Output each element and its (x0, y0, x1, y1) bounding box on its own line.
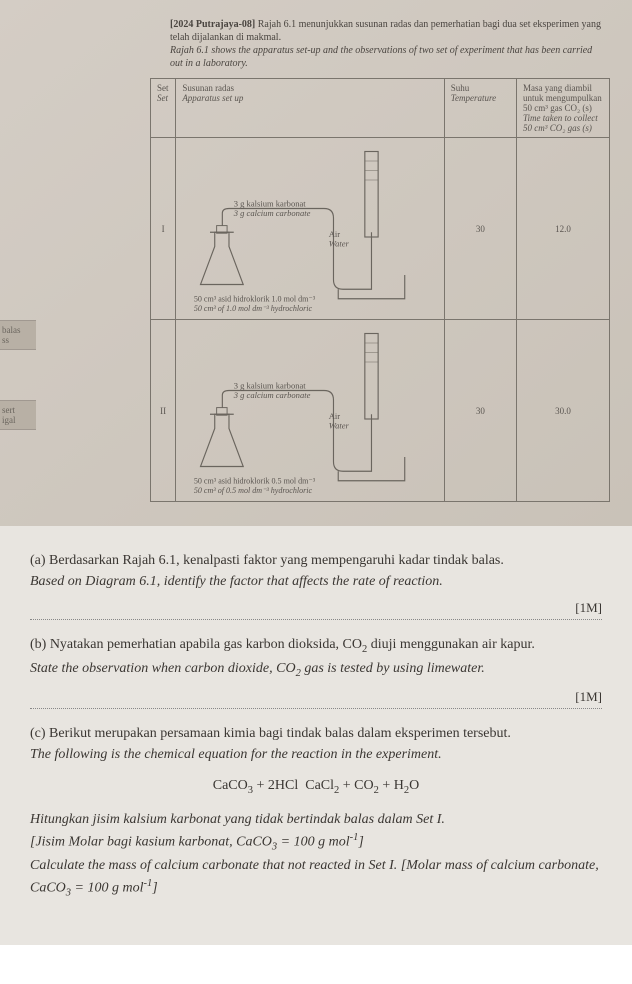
question-a-ms: (a) Berdasarkan Rajah 6.1, kenalpasti fa… (30, 550, 602, 571)
question-b: (b) Nyatakan pemerhatian apabila gas kar… (30, 634, 602, 709)
question-ref: [2024 Putrajaya-08] (170, 19, 255, 30)
question-header: [2024 Putrajaya-08] Rajah 6.1 menunjukka… (60, 18, 602, 70)
mark-label: [1M] (575, 598, 602, 618)
question-c-ms1: (c) Berikut merupakan persamaan kimia ba… (30, 723, 602, 744)
question-c: (c) Berikut merupakan persamaan kimia ba… (30, 723, 602, 901)
page-side-tab: balas ss (0, 320, 36, 350)
cell-apparatus-1: 3 g kalsium karbonat 3 g calcium carbona… (176, 138, 444, 320)
cell-temp-2: 30 (444, 320, 516, 502)
cell-set-1: I (151, 138, 176, 320)
svg-text:Water: Water (329, 421, 350, 431)
svg-text:Air: Air (329, 411, 341, 421)
th-apparatus: Susunan radas Apparatus set up (176, 79, 444, 138)
th-mass: Masa yang diambil untuk mengumpulkan 50 … (517, 79, 610, 138)
question-a: (a) Berdasarkan Rajah 6.1, kenalpasti fa… (30, 550, 602, 620)
question-c-en2: Calculate the mass of calcium carbonate … (30, 855, 602, 901)
apparatus-diagram-icon: 3 g kalsium karbonat 3 g calcium carbona… (182, 324, 437, 495)
th-set: Set Set (151, 79, 176, 138)
apparatus-diagram-icon: 3 g kalsium karbonat 3 g calcium carbona… (182, 142, 437, 313)
svg-text:50 cm³ asid hidroklorik 1.0 mo: 50 cm³ asid hidroklorik 1.0 mol dm⁻³ (194, 295, 316, 304)
table-row: I 3 g kalsium karbon (151, 138, 610, 320)
th-temperature: Suhu Temperature (444, 79, 516, 138)
scanned-page-top: [2024 Putrajaya-08] Rajah 6.1 menunjukka… (0, 0, 632, 526)
mark-label: [1M] (575, 687, 602, 707)
cell-set-2: II (151, 320, 176, 502)
question-b-ms: (b) Nyatakan pemerhatian apabila gas kar… (30, 634, 602, 658)
answer-line: [1M] (30, 691, 602, 709)
table-row: II 3 g kalsium karbonat 3 g calcium carb… (151, 320, 610, 502)
svg-text:3 g kalsium karbonat: 3 g kalsium karbonat (234, 381, 307, 391)
question-b-en: State the observation when carbon dioxid… (30, 658, 602, 682)
question-c-en1: The following is the chemical equation f… (30, 744, 602, 765)
chemical-equation: CaCO3 + 2HCl CaCl2 + CO2 + H2O (30, 775, 602, 799)
svg-text:Water: Water (329, 239, 350, 249)
cell-mass-1: 12.0 (517, 138, 610, 320)
svg-text:50 cm³ of 0.5 mol dm⁻³ hydroch: 50 cm³ of 0.5 mol dm⁻³ hydrochloric (194, 486, 313, 495)
header-en: Rajah 6.1 shows the apparatus set-up and… (170, 45, 592, 69)
questions-section: (a) Berdasarkan Rajah 6.1, kenalpasti fa… (0, 526, 632, 945)
svg-text:Air: Air (329, 229, 341, 239)
cell-temp-1: 30 (444, 138, 516, 320)
svg-text:50 cm³ asid hidroklorik 0.5 mo: 50 cm³ asid hidroklorik 0.5 mol dm⁻³ (194, 477, 316, 486)
cell-mass-2: 30.0 (517, 320, 610, 502)
question-c-ms2: Hitungkan jisim kalsium karbonat yang ti… (30, 809, 602, 855)
svg-text:3 g calcium carbonate: 3 g calcium carbonate (233, 390, 311, 400)
question-a-en: Based on Diagram 6.1, identify the facto… (30, 571, 602, 592)
svg-text:3 g calcium carbonate: 3 g calcium carbonate (233, 208, 311, 218)
svg-text:50 cm³ of 1.0 mol dm⁻³ hydroch: 50 cm³ of 1.0 mol dm⁻³ hydrochloric (194, 304, 313, 313)
svg-text:3 g kalsium karbonat: 3 g kalsium karbonat (234, 199, 307, 209)
page-side-tab: sert igal (0, 400, 36, 430)
experiment-table: Set Set Susunan radas Apparatus set up S… (150, 78, 610, 502)
answer-line: [1M] (30, 602, 602, 620)
cell-apparatus-2: 3 g kalsium karbonat 3 g calcium carbona… (176, 320, 444, 502)
